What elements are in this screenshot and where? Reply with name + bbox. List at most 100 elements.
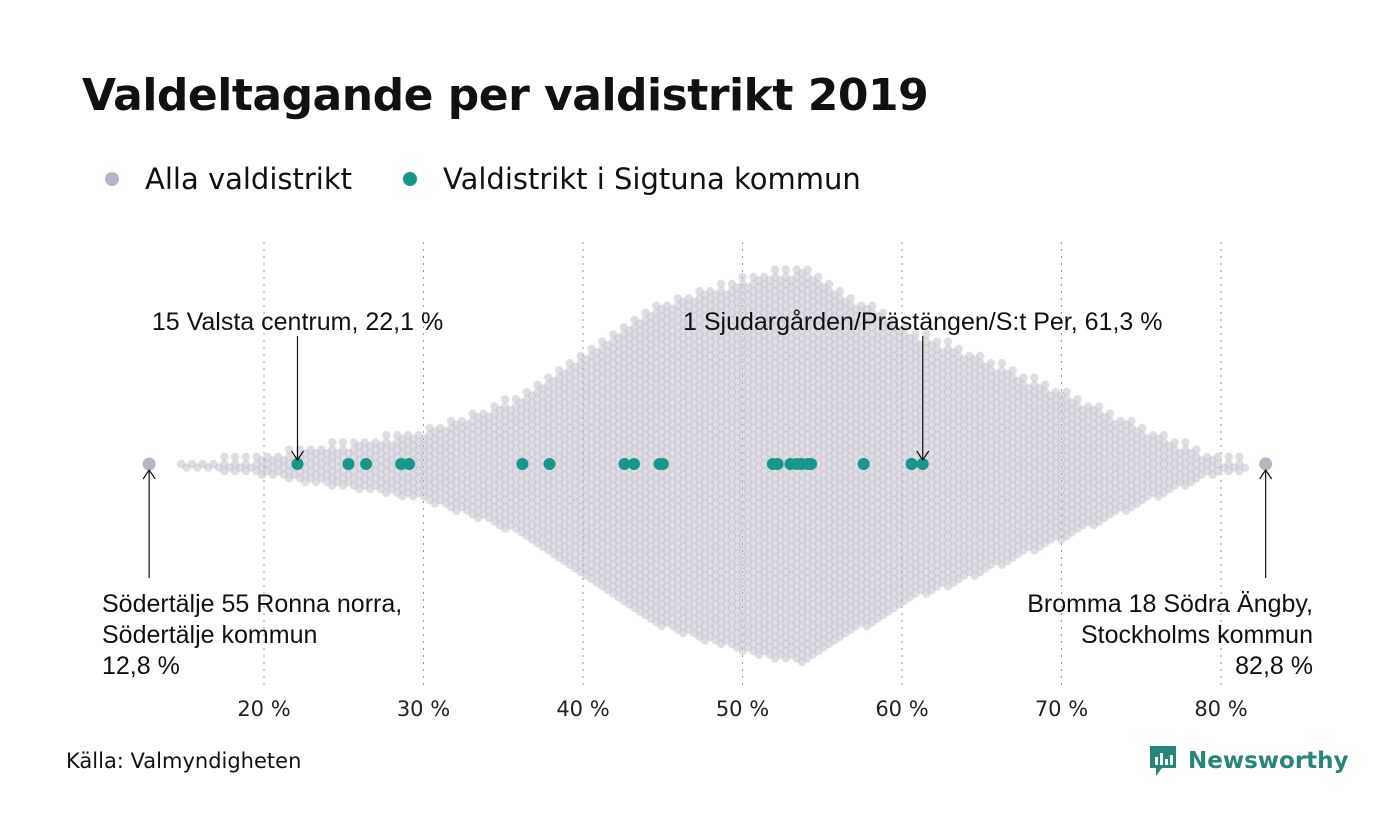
annotation-label-line: 12,8 % xyxy=(102,652,180,680)
district-point xyxy=(457,459,467,469)
district-point xyxy=(376,463,386,472)
district-point xyxy=(473,413,483,422)
district-point xyxy=(398,441,407,451)
district-point xyxy=(392,438,402,447)
district-point xyxy=(614,333,623,343)
district-point xyxy=(932,337,942,346)
district-point xyxy=(506,521,515,530)
district-point xyxy=(581,384,591,393)
district-point xyxy=(846,294,855,303)
district-point xyxy=(338,481,348,490)
district-point xyxy=(608,452,618,461)
district-point xyxy=(538,513,548,523)
district-point xyxy=(193,463,202,472)
district-point xyxy=(468,438,477,447)
district-point xyxy=(484,485,494,494)
district-point xyxy=(468,495,477,505)
district-point xyxy=(533,495,542,505)
legend-label-all: Alla valdistrikt xyxy=(145,162,353,196)
district-point xyxy=(603,441,612,451)
district-point xyxy=(592,513,602,523)
district-point xyxy=(495,513,504,523)
district-point xyxy=(598,517,607,526)
district-point xyxy=(587,517,596,526)
district-point xyxy=(608,359,618,368)
district-point xyxy=(603,434,612,443)
district-point xyxy=(479,423,488,433)
district-point xyxy=(603,348,612,357)
district-point xyxy=(301,477,310,487)
district-point xyxy=(398,470,407,479)
district-point xyxy=(554,387,564,397)
district-point xyxy=(371,438,380,447)
district-point xyxy=(511,431,521,440)
district-point xyxy=(533,387,542,397)
district-point xyxy=(565,438,575,447)
district-point xyxy=(598,359,607,368)
district-point xyxy=(484,449,494,458)
district-point xyxy=(544,474,553,483)
district-point xyxy=(527,441,537,451)
district-point xyxy=(371,452,380,461)
district-point xyxy=(527,405,537,415)
district-point xyxy=(365,441,375,451)
district-point xyxy=(387,463,396,472)
legend-item-all: Alla valdistrikt xyxy=(105,162,352,196)
district-point xyxy=(549,528,558,537)
district-point xyxy=(544,517,553,526)
district-point xyxy=(997,359,1007,368)
district-point xyxy=(371,467,380,476)
district-point xyxy=(560,557,569,566)
district-point xyxy=(608,416,618,425)
district-point xyxy=(419,449,429,458)
district-point xyxy=(495,413,504,422)
district-point xyxy=(484,513,494,523)
district-point xyxy=(506,477,515,487)
district-point xyxy=(490,510,499,519)
district-point xyxy=(571,470,580,479)
district-point xyxy=(506,456,515,465)
district-point xyxy=(576,488,585,497)
district-point xyxy=(603,413,612,422)
district-point xyxy=(506,499,515,508)
district-point xyxy=(527,535,537,544)
district-point xyxy=(581,564,591,573)
district-point xyxy=(344,470,353,479)
district-point xyxy=(538,384,548,393)
legend-item-sigtuna: Valdistrikt i Sigtuna kommun xyxy=(403,162,861,196)
district-point xyxy=(554,452,564,461)
district-point xyxy=(549,405,558,415)
district-point xyxy=(781,265,791,274)
district-point xyxy=(376,477,386,487)
district-point xyxy=(490,467,499,476)
district-point xyxy=(608,373,618,382)
district-point xyxy=(495,441,504,451)
district-point xyxy=(587,423,596,433)
district-point xyxy=(382,488,391,497)
district-point xyxy=(571,542,580,551)
district-point xyxy=(576,445,585,454)
district-point xyxy=(614,398,623,407)
district-point xyxy=(533,517,542,526)
district-point xyxy=(581,542,591,551)
district-point xyxy=(576,373,585,382)
district-point xyxy=(500,395,510,404)
district-point xyxy=(511,416,521,425)
district-point xyxy=(1159,431,1169,440)
district-point xyxy=(333,456,342,465)
district-point xyxy=(598,495,607,505)
district-point xyxy=(587,344,596,353)
district-point xyxy=(565,359,575,368)
district-point xyxy=(581,506,591,515)
district-point xyxy=(187,459,197,469)
district-point xyxy=(517,485,526,494)
district-point xyxy=(538,405,548,415)
district-point xyxy=(527,506,537,515)
district-point xyxy=(403,438,413,447)
district-point xyxy=(419,441,429,451)
district-point xyxy=(398,485,407,494)
district-point xyxy=(527,427,537,436)
district-point xyxy=(533,452,542,461)
district-point xyxy=(365,470,375,479)
district-point xyxy=(576,351,585,361)
